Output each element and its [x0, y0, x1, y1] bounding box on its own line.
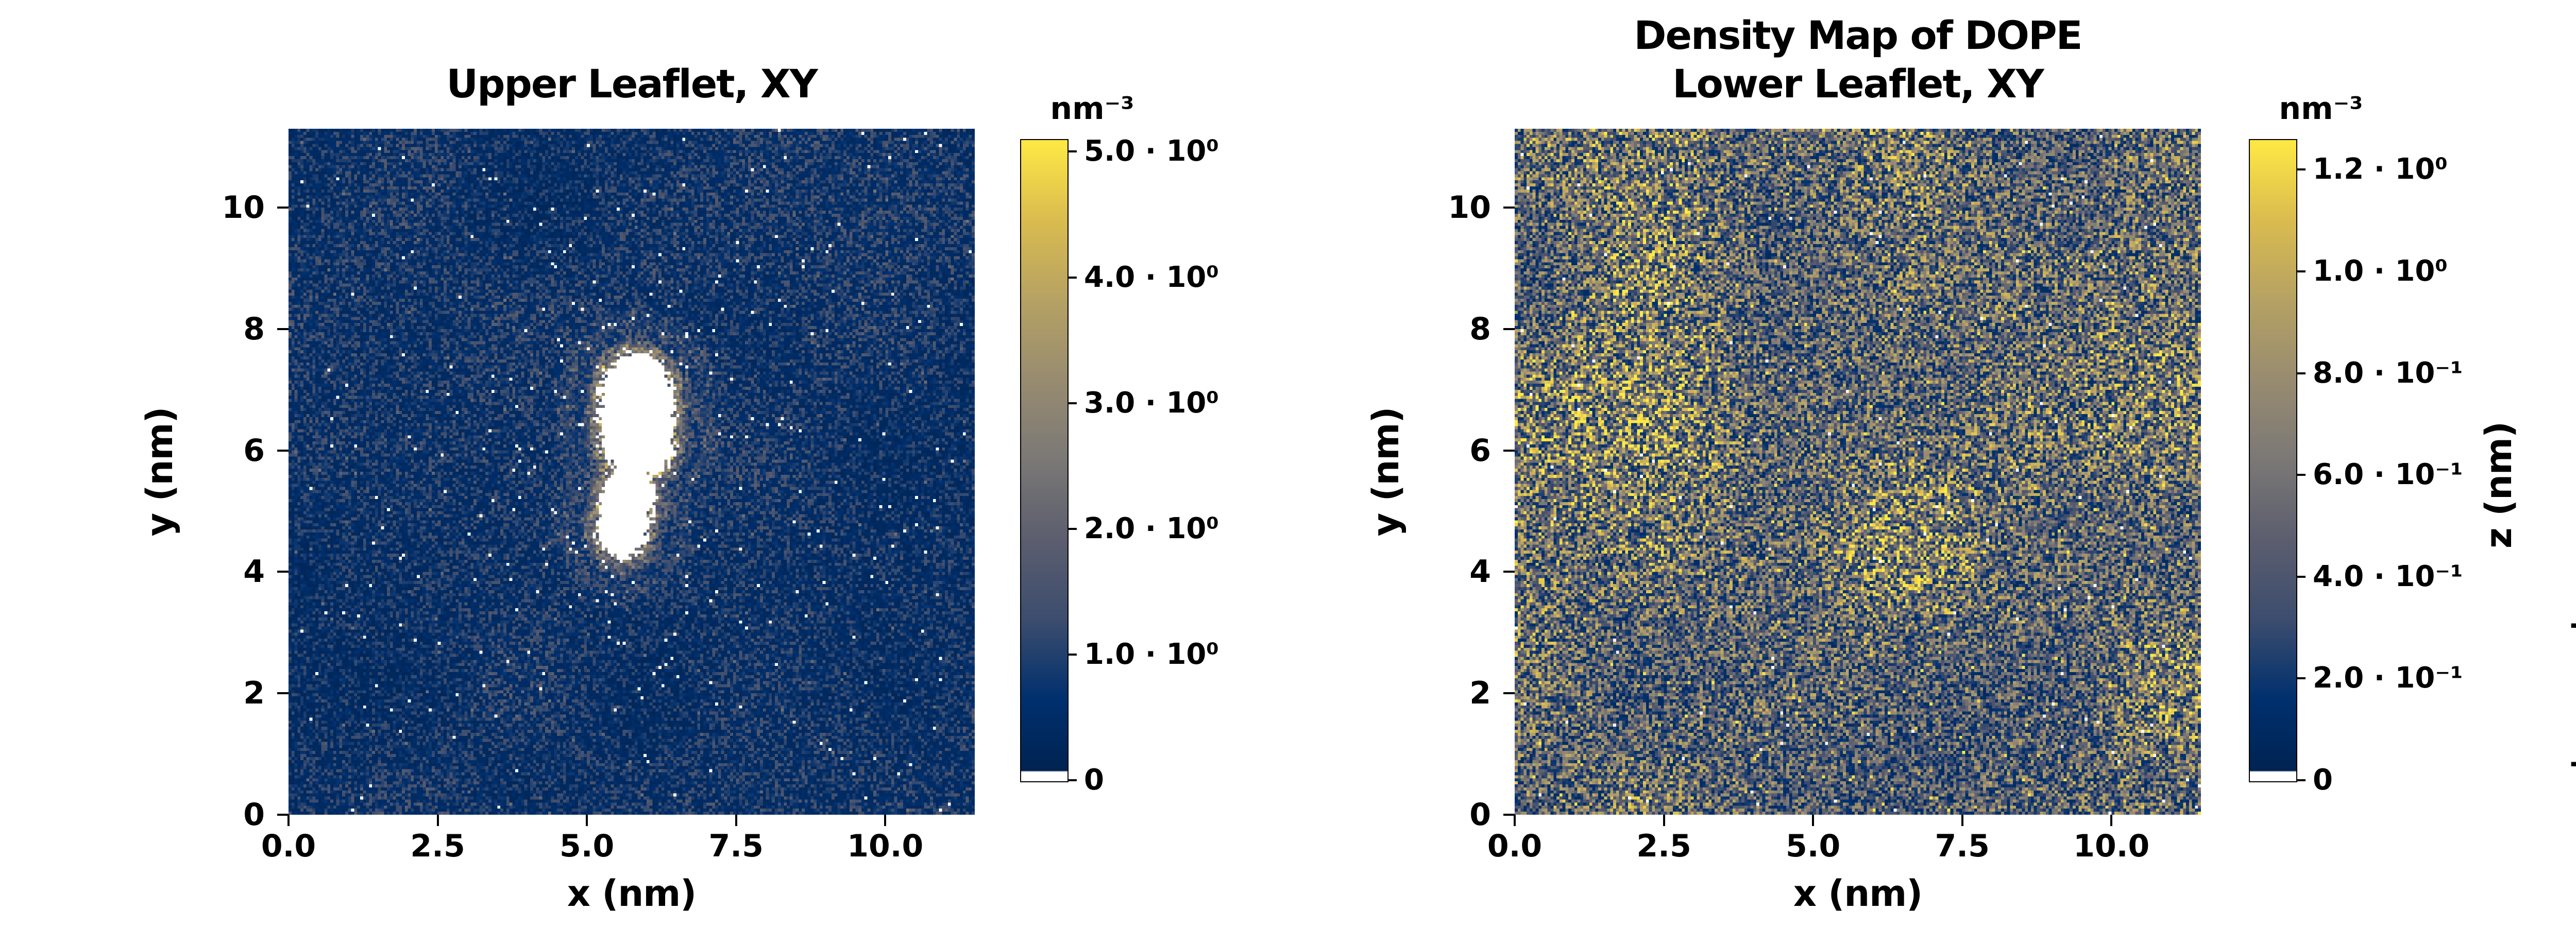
y-tick-mark [277, 571, 289, 573]
y-tick-label: 4 [1469, 554, 1491, 590]
colorbar-tick-mark [1069, 402, 1077, 404]
y-tick-label: 10 [1448, 190, 1492, 226]
y-tick-mark [277, 328, 289, 330]
colorbar-tick-mark [2297, 677, 2306, 680]
y-tick-mark [277, 207, 289, 209]
y-tick-mark [277, 449, 289, 452]
y-tick-label: 8 [243, 311, 265, 347]
y-tick-label: 2 [2501, 328, 2576, 364]
colorbar-tick-mark [1069, 779, 1077, 781]
y-tick-label: 0 [243, 797, 265, 833]
upper-leaflet-colorbar [1020, 139, 1069, 782]
colorbar-tick-mark [1069, 276, 1077, 279]
y-tick-label: 0 [2501, 467, 2576, 503]
colorbar-tick-label: 5.0 · 10⁰ [1084, 134, 1219, 168]
x-tick-label: 7.5 [708, 828, 764, 864]
colorbar-unit-label: nm⁻³ [1050, 91, 1134, 127]
y-tick-mark [1503, 207, 1515, 209]
colorbar-unit-label: nm⁻³ [2279, 91, 2363, 127]
colorbar-tick-mark [1069, 527, 1077, 530]
x-tick-label: 2.5 [1636, 828, 1691, 864]
colorbar-tick-mark [1069, 653, 1077, 656]
y-axis-label: y (nm) [1365, 407, 1407, 537]
y-tick-mark [1503, 814, 1515, 816]
y-tick-label: 10 [222, 190, 265, 226]
x-tick-mark [1961, 815, 1963, 826]
y-tick-label: 6 [1469, 432, 1491, 469]
x-tick-label: 0.0 [1487, 828, 1543, 864]
y-tick-label: 6 [243, 432, 265, 469]
colorbar-tick-label: 6.0 · 10⁻¹ [2313, 458, 2463, 492]
y-tick-mark [1503, 571, 1515, 573]
x-tick-mark [586, 815, 588, 826]
colorbar-tick-mark [2297, 372, 2306, 374]
colorbar-tick-label: 3.0 · 10⁰ [1084, 386, 1219, 420]
colorbar-tick-label: 4.0 · 10⁻¹ [2313, 559, 2463, 593]
x-tick-mark [1663, 815, 1665, 826]
y-tick-label: -4 [2501, 745, 2576, 781]
y-tick-mark [277, 814, 289, 816]
y-tick-label: 0 [1469, 797, 1491, 833]
y-axis-label: y (nm) [139, 407, 181, 537]
y-tick-mark [1503, 692, 1515, 695]
x-tick-mark [436, 815, 439, 826]
colorbar-tick-mark [2297, 474, 2306, 476]
x-tick-label: 10.0 [847, 828, 924, 864]
y-tick-label: 4 [2501, 190, 2576, 226]
lower-leaflet-colorbar [2249, 139, 2297, 782]
y-tick-label: 8 [1469, 311, 1491, 347]
colorbar-tick-label: 1.0 · 10⁰ [1084, 637, 1219, 671]
colorbar-tick-label: 2.0 · 10⁻¹ [2313, 661, 2463, 695]
x-tick-mark [1514, 815, 1516, 826]
x-tick-label: 7.5 [1935, 828, 1990, 864]
lower-leaflet-heatmap [1515, 129, 2201, 815]
y-tick-label: 4 [243, 554, 265, 590]
y-tick-label: 2 [1469, 675, 1491, 712]
colorbar-tick-label: 4.0 · 10⁰ [1084, 260, 1219, 294]
y-tick-label: -2 [2501, 606, 2576, 642]
y-tick-mark [1503, 449, 1515, 452]
x-axis-label: x (nm) [1793, 872, 1923, 915]
x-tick-mark [1812, 815, 1815, 826]
colorbar-tick-label: 0 [2313, 763, 2333, 797]
y-tick-label: 2 [243, 675, 265, 712]
colorbar-tick-mark [2297, 779, 2306, 781]
x-tick-label: 0.0 [261, 828, 316, 864]
upper-leaflet-title: Upper Leaflet, XY [446, 61, 818, 107]
x-tick-mark [735, 815, 737, 826]
colorbar-tick-label: 8.0 · 10⁻¹ [2313, 356, 2463, 390]
colorbar-tick-mark [2297, 270, 2306, 272]
colorbar-tick-label: 1.0 · 10⁰ [2313, 254, 2448, 288]
x-tick-mark [287, 815, 290, 826]
colorbar-tick-label: 0 [1084, 763, 1104, 797]
figure-supertitle: Density Map of DOPE [1634, 12, 2082, 58]
x-tick-label: 5.0 [1785, 828, 1841, 864]
x-tick-label: 10.0 [2073, 828, 2150, 864]
x-axis-label: x (nm) [567, 872, 697, 915]
colorbar-tick-label: 2.0 · 10⁰ [1084, 511, 1219, 545]
colorbar-tick-mark [2297, 575, 2306, 578]
y-tick-mark [277, 692, 289, 695]
x-tick-label: 2.5 [410, 828, 465, 864]
x-tick-mark [2110, 815, 2113, 826]
colorbar-tick-mark [2297, 168, 2306, 171]
x-tick-label: 5.0 [559, 828, 615, 864]
colorbar-tick-label: 1.2 · 10⁰ [2313, 152, 2448, 186]
x-tick-mark [884, 815, 887, 826]
upper-leaflet-heatmap [289, 129, 975, 815]
colorbar-tick-mark [1069, 150, 1077, 153]
y-tick-mark [1503, 328, 1515, 330]
lower-leaflet-title: Lower Leaflet, XY [1672, 61, 2044, 107]
